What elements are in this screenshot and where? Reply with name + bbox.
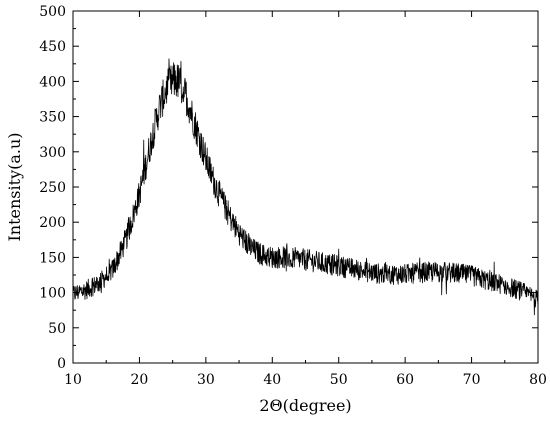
y-tick-label: 400 — [39, 74, 66, 90]
y-tick-label: 200 — [39, 215, 66, 231]
x-tick-label: 70 — [463, 372, 481, 388]
x-axis-ticks: 10 20 30 40 50 60 70 80 — [64, 11, 547, 388]
y-tick-label: 350 — [39, 110, 66, 126]
x-tick-label: 60 — [396, 372, 414, 388]
y-tick-label: 250 — [39, 180, 66, 196]
plot-frame — [72, 10, 539, 364]
y-tick-label: 450 — [39, 39, 66, 55]
y-tick-label: 100 — [39, 286, 66, 302]
series-line — [72, 58, 539, 316]
x-tick-label: 20 — [131, 372, 149, 388]
y-axis-title: Intensity(a.u) — [5, 132, 24, 241]
y-axis-ticks: 0 50 100 150 200 250 300 350 400 450 500 — [39, 4, 538, 372]
y-tick-label: 300 — [39, 145, 66, 161]
y-tick-label: 150 — [39, 250, 66, 266]
x-axis-title: 2Θ(degree) — [259, 396, 351, 415]
x-tick-label: 40 — [263, 372, 281, 388]
x-tick-label: 10 — [64, 372, 82, 388]
y-tick-label: 500 — [39, 4, 66, 20]
x-tick-label: 30 — [197, 372, 215, 388]
y-tick-label: 0 — [57, 356, 66, 372]
x-tick-label: 80 — [529, 372, 547, 388]
x-tick-label: 50 — [330, 372, 348, 388]
y-tick-label: 50 — [48, 321, 66, 337]
